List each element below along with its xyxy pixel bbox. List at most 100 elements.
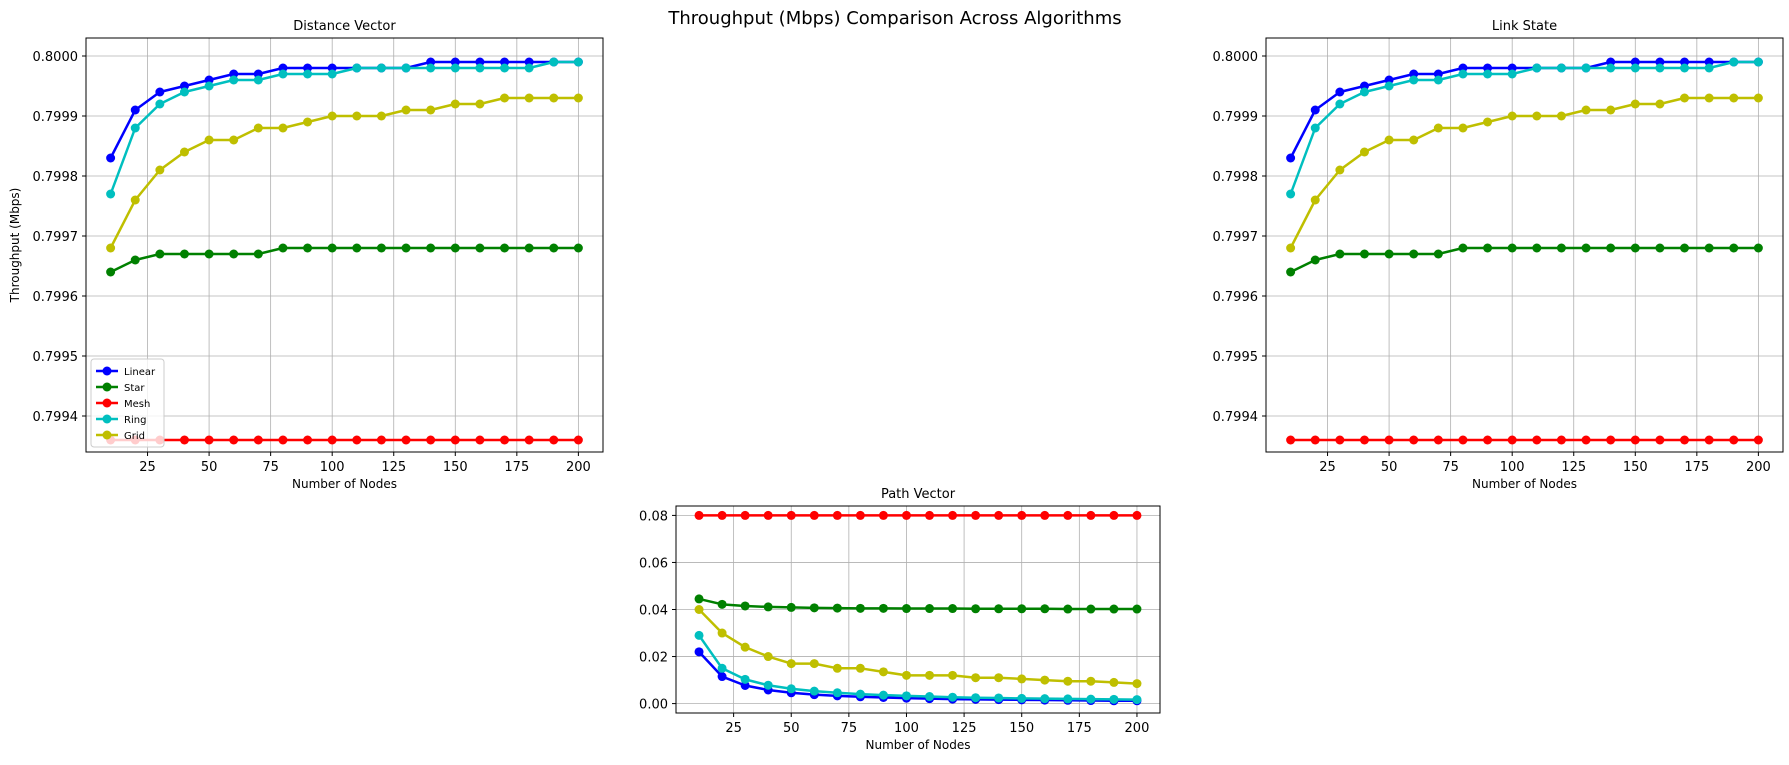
panel-path-vector-data-point [878, 667, 888, 677]
panel-link-state-data-point [1630, 243, 1640, 253]
panel-distance-vector-data-point [524, 243, 534, 253]
panel-path-vector-data-point [694, 594, 704, 604]
panel-distance-vector-data-point [549, 243, 559, 253]
panel-path-vector-data-point [1017, 510, 1027, 520]
panel-link-state-data-point [1680, 93, 1690, 103]
panel-distance-vector-data-point [303, 69, 313, 79]
panel-link-state-data-point [1532, 63, 1542, 73]
panel-link-state-data-point [1409, 249, 1419, 259]
panel-distance-vector-data-point [426, 243, 436, 253]
panel-link-state-data-point [1286, 435, 1296, 445]
panel-distance-vector-data-point [130, 195, 140, 205]
panel-link-state-data-point [1606, 435, 1616, 445]
panel-link-state-data-point [1359, 147, 1369, 157]
panel-path-vector-data-point [694, 647, 704, 657]
panel-distance-vector-data-point [426, 105, 436, 115]
panel-link-state-data-point [1335, 99, 1345, 109]
panel-path-vector-data-point [832, 603, 842, 613]
panel-link-state-data-point [1483, 69, 1493, 79]
panel-link-state-data-point [1655, 99, 1665, 109]
figure-suptitle: Throughput (Mbps) Comparison Across Algo… [667, 8, 1121, 29]
panel-path-vector-data-point [925, 604, 935, 614]
panel-path-vector-data-point [763, 680, 773, 690]
panel-distance-vector: 25 50 75 100 125 150 175 200 0.7994 0.7995 0.7996 0… [8, 19, 604, 491]
panel-path-vector-x-tick-label: 75 [841, 721, 858, 736]
panel-distance-vector-data-point [376, 435, 386, 445]
panel-link-state-data-point [1433, 75, 1443, 85]
panel-distance-vector-data-point [475, 63, 485, 73]
panel-link-state-y-tick-label: 0.7999 [1213, 110, 1259, 125]
legend-label-grid: Grid [124, 431, 145, 442]
panel-path-vector-data-point [1063, 694, 1073, 704]
panel-path-vector-data-point [901, 510, 911, 520]
panel-distance-vector-data-point [500, 435, 510, 445]
panel-link-state-data-point [1433, 123, 1443, 133]
panel-path-vector-data-point [1086, 510, 1096, 520]
panel-link-state-x-tick-label: 125 [1561, 460, 1586, 475]
panel-distance-vector-data-point [450, 63, 460, 73]
panel-link-state-data-point [1729, 93, 1739, 103]
panel-path-vector-data-point [1109, 510, 1119, 520]
panel-link-state-data-point [1581, 63, 1591, 73]
panel-distance-vector-data-point [229, 75, 239, 85]
panel-distance-vector-data-point [327, 243, 337, 253]
panel-path-vector-data-point [1040, 675, 1050, 685]
panel-link-state-data-point [1630, 99, 1640, 109]
panel-link-state-data-point [1556, 243, 1566, 253]
panel-distance-vector-data-point [376, 111, 386, 121]
panel-link-state-axes-frame [1265, 37, 1784, 453]
panel-link-state-data-point [1384, 135, 1394, 145]
panel-distance-vector-data-point [327, 435, 337, 445]
panel-distance-vector-data-point [106, 267, 116, 277]
panel-link-state-data-point [1507, 69, 1517, 79]
panel-path-vector-data-point [832, 510, 842, 520]
panel-link-state-data-point [1581, 105, 1591, 115]
panel-path-vector-data-point [971, 673, 981, 683]
panel-distance-vector-x-tick-label: 125 [381, 460, 406, 475]
panel-path-vector-data-point [786, 510, 796, 520]
panel-path-vector-data-point [717, 672, 727, 682]
panel-link-state-x-tick-label: 75 [1442, 460, 1459, 475]
panel-path-vector-data-point [786, 602, 796, 612]
panel-path-vector-data-point [1017, 693, 1027, 703]
panel-distance-vector-data-point [327, 69, 337, 79]
panel-link-state-data-point [1433, 249, 1443, 259]
panel-link-state-data-point [1532, 243, 1542, 253]
panel-link-state-data-point [1335, 87, 1345, 97]
legend-marker-star [102, 382, 112, 392]
panel-path-vector-data-point [994, 510, 1004, 520]
panel-link-state-data-point [1335, 165, 1345, 175]
panel-distance-vector-y-tick-label: 0.7999 [33, 110, 79, 125]
panel-link-state-x-tick-label: 150 [1623, 460, 1648, 475]
panel-path-vector-data-point [948, 670, 958, 680]
panel-link-state-data-point [1335, 249, 1345, 259]
panel-path-vector-data-point [1132, 679, 1142, 689]
panel-path-vector-data-point [901, 691, 911, 701]
panel-path-vector-data-point [832, 663, 842, 673]
panel-link-state-data-point [1556, 435, 1566, 445]
panel-distance-vector-y-tick-label: 0.7996 [33, 290, 79, 305]
panel-path-vector-data-point [878, 510, 888, 520]
panel-distance-vector-y-tick-label: 0.7995 [33, 350, 79, 365]
panel-path-vector-data-point [694, 510, 704, 520]
panel-link-state-data-point [1507, 435, 1517, 445]
panel-path-vector-data-point [740, 510, 750, 520]
panel-distance-vector-y-tick-label: 0.7998 [33, 170, 79, 185]
panel-link-state-data-point [1359, 435, 1369, 445]
panel-path-vector-data-point [994, 604, 1004, 614]
panel-path-vector-data-point [925, 510, 935, 520]
panel-link-state-data-point [1409, 435, 1419, 445]
panel-distance-vector-x-tick-label: 150 [443, 460, 468, 475]
panel-distance-vector-data-point [352, 243, 362, 253]
panel-link-state-data-point [1753, 57, 1763, 67]
panel-path-vector-data-point [1132, 604, 1142, 614]
panel-path-vector-data-point [786, 659, 796, 669]
panel-path-vector-data-point [878, 690, 888, 700]
panel-distance-vector-x-tick-label: 50 [201, 460, 218, 475]
panel-distance-vector-data-point [278, 435, 288, 445]
panel-link-state-data-point [1384, 435, 1394, 445]
panel-distance-vector-data-point [106, 153, 116, 163]
legend-label-star: Star [124, 383, 145, 394]
panel-link-state-data-point [1507, 111, 1517, 121]
